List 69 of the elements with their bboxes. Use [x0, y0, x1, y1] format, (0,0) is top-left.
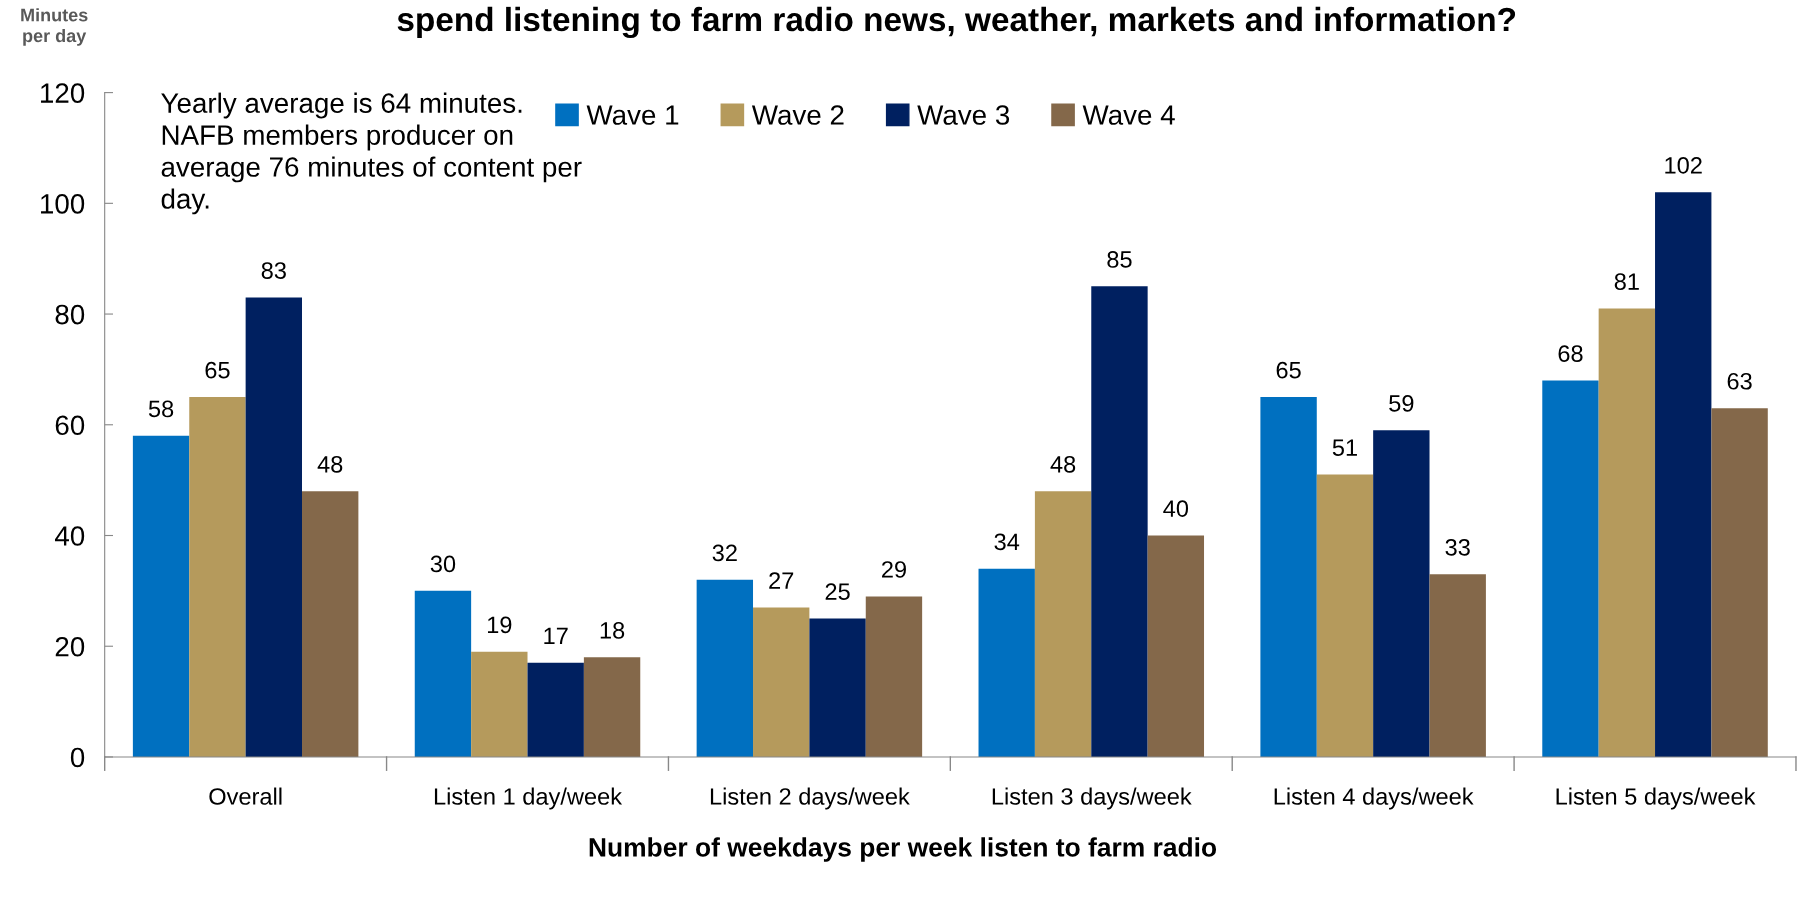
data-label: 19	[487, 616, 512, 634]
data-label: 81	[1614, 273, 1639, 290]
bar	[1542, 380, 1599, 757]
data-label: 40	[1163, 500, 1189, 517]
bar	[1711, 408, 1768, 757]
bar	[189, 397, 246, 757]
y-tick-label: 60	[55, 415, 85, 436]
x-tick-label: Listen 2 days/week	[710, 787, 910, 810]
y-tick-label: 120	[41, 83, 85, 103]
x-tick-label: Listen 5 days/week	[1556, 787, 1756, 810]
y-tick-label: 80	[55, 304, 85, 325]
bar	[1034, 491, 1092, 757]
data-label: 27	[769, 572, 794, 589]
x-tick-label: Listen 4 days/week	[1274, 787, 1474, 810]
legend-label: Wave 3	[917, 105, 1010, 125]
bar	[696, 579, 754, 757]
bar	[1373, 430, 1430, 757]
y-tick-label: 100	[41, 193, 85, 214]
data-label: 68	[1558, 345, 1583, 362]
data-label: 34	[994, 533, 1020, 551]
legend-label: Wave 2	[751, 105, 844, 125]
data-label: 51	[1332, 439, 1357, 457]
bar	[865, 596, 923, 757]
data-label: 65	[1276, 361, 1301, 379]
bar	[414, 590, 472, 757]
bar	[527, 662, 584, 757]
bar	[132, 435, 190, 757]
bar	[1316, 474, 1374, 757]
y-axis-title: Minutes per day	[21, 8, 88, 46]
bar	[1147, 535, 1205, 757]
data-label: 17	[544, 627, 568, 645]
data-label: 48	[317, 455, 343, 473]
data-label: 58	[148, 400, 174, 418]
x-tick-label: Listen 1 day/week	[434, 787, 623, 810]
bar	[471, 651, 528, 757]
data-label: 29	[882, 561, 906, 578]
data-label: 59	[1389, 395, 1414, 412]
y-tick-label: 0	[70, 747, 85, 768]
bar	[1429, 574, 1486, 757]
data-label: 32	[712, 544, 737, 562]
legend-label: Wave 1	[586, 105, 679, 125]
data-label: 65	[205, 361, 230, 379]
y-tick-label: 20	[55, 636, 85, 657]
data-label: 18	[600, 622, 625, 639]
y-tick-label: 40	[54, 526, 85, 546]
data-label: 83	[261, 262, 286, 279]
bar	[753, 607, 810, 757]
x-tick-label: Overall	[209, 787, 282, 805]
bar	[245, 297, 303, 757]
x-axis-title: Number of weekdays per week listen to farm radio	[589, 837, 1217, 862]
data-label: 33	[1445, 538, 1470, 556]
annotation: Yearly average is 64 minutes. NAFB members producer on average 76 minutes of content per day.	[161, 92, 582, 215]
bar	[302, 491, 359, 757]
data-label: 48	[1050, 455, 1076, 473]
bar	[978, 568, 1035, 757]
data-label: 30	[430, 555, 456, 573]
data-label: 85	[1107, 251, 1132, 268]
x-tick-label: Listen 3 days/week	[992, 787, 1192, 810]
data-label: 25	[825, 583, 850, 600]
data-label: 63	[1727, 372, 1752, 390]
legend-label: Wave 4	[1082, 105, 1175, 125]
bar	[1260, 397, 1317, 757]
bar	[583, 657, 641, 757]
data-label: 102	[1665, 156, 1702, 174]
bar	[809, 618, 866, 757]
bar	[1655, 192, 1712, 757]
bar	[1091, 286, 1148, 757]
chart-title: spend listening to farm radio news, weather, markets and information?	[397, 6, 1516, 39]
bar	[1598, 308, 1656, 757]
